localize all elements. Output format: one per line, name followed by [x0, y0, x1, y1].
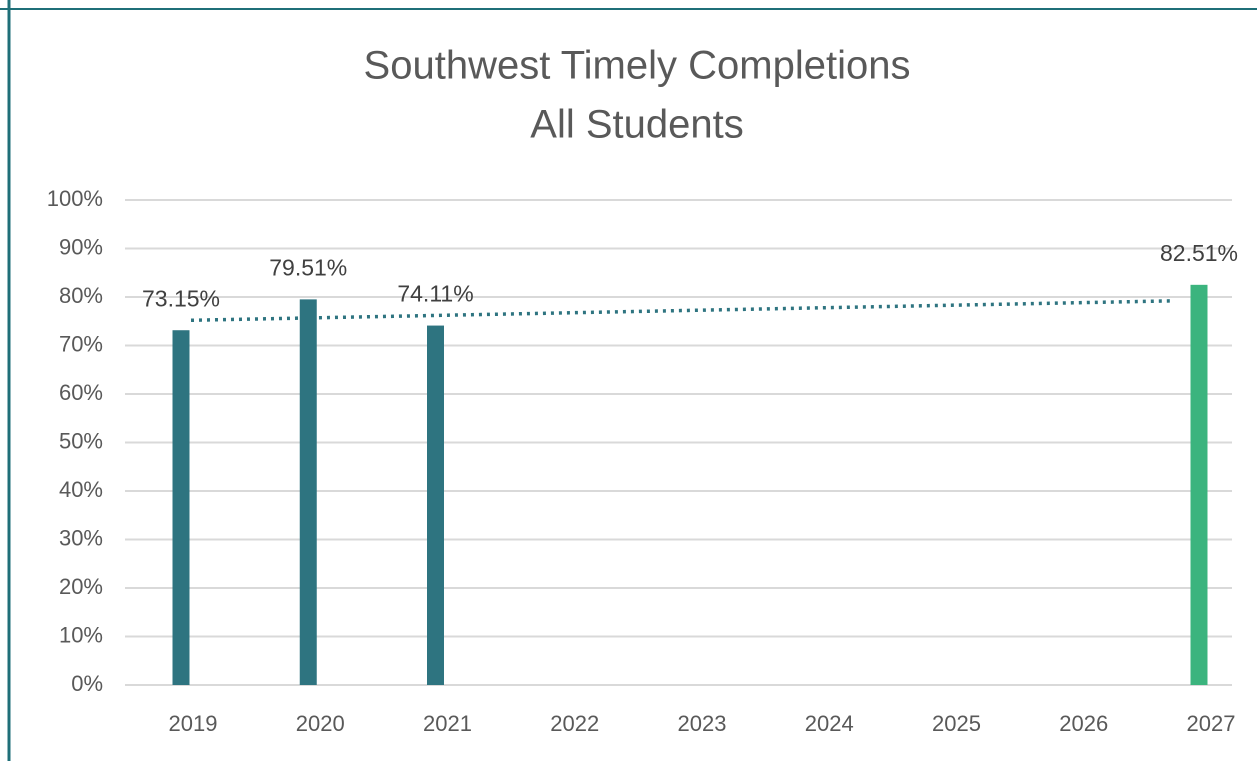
x-tick-label: 2022	[550, 711, 599, 736]
y-tick-label: 100%	[47, 186, 103, 211]
bar	[299, 299, 317, 685]
bar	[172, 330, 190, 685]
y-tick-label: 20%	[59, 574, 103, 599]
y-tick-label: 60%	[59, 380, 103, 405]
y-tick-label: 0%	[71, 671, 103, 696]
chart-subtitle: All Students	[530, 103, 743, 147]
y-tick-label: 10%	[59, 622, 103, 647]
trendline	[190, 299, 1172, 323]
y-tick-label: 90%	[59, 234, 103, 259]
data-label: 73.15%	[142, 285, 220, 311]
x-tick-label: 2020	[296, 711, 345, 736]
y-tick-label: 80%	[59, 283, 103, 308]
x-tick-label: 2024	[805, 711, 854, 736]
x-tick-label: 2025	[932, 711, 981, 736]
y-tick-label: 40%	[59, 477, 103, 502]
y-tick-label: 50%	[59, 428, 103, 453]
data-label: 74.11%	[397, 281, 473, 307]
bar	[1190, 284, 1208, 685]
data-label: 79.51%	[269, 254, 347, 280]
y-tick-label: 70%	[59, 331, 103, 356]
x-tick-label: 2026	[1059, 711, 1108, 736]
y-tick-label: 30%	[59, 525, 103, 550]
chart-title: Southwest Timely Completions	[364, 44, 911, 88]
x-tick-label: 2019	[169, 711, 218, 736]
bar	[427, 325, 444, 685]
x-tick-label: 2027	[1187, 711, 1236, 736]
x-tick-label: 2021	[423, 711, 472, 736]
x-tick-label: 2023	[678, 711, 727, 736]
data-label: 82.51%	[1160, 240, 1238, 266]
